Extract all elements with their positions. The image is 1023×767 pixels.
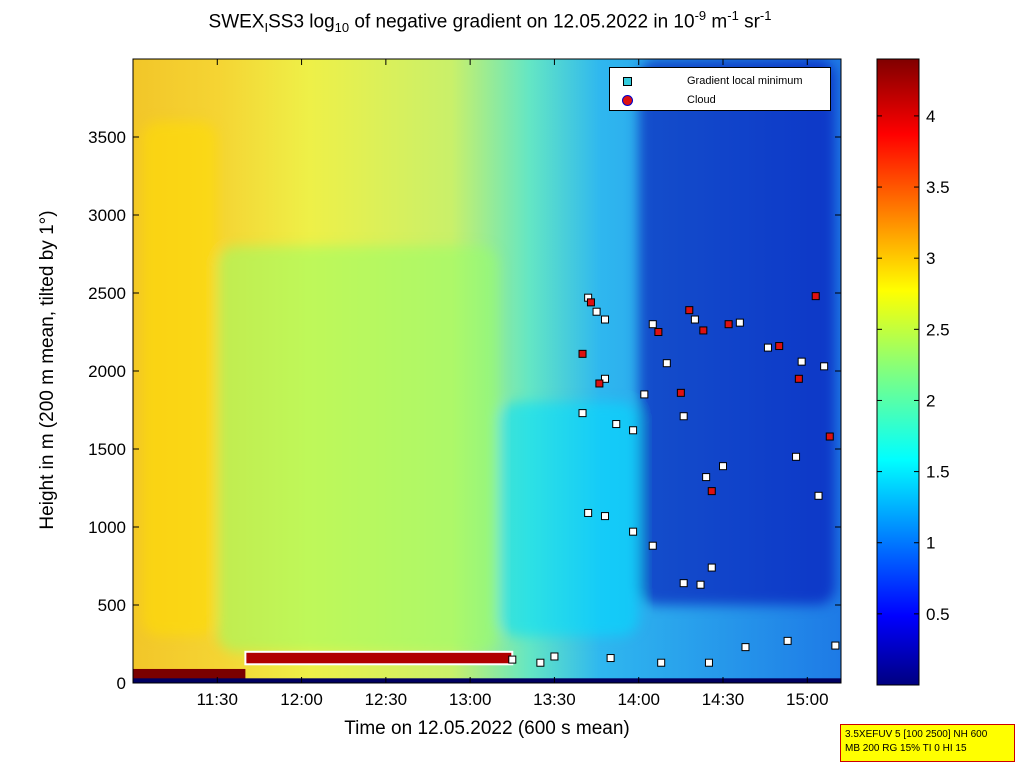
cloud-marker bbox=[595, 379, 604, 388]
gradient-minimum-marker bbox=[763, 343, 772, 352]
legend-item-cloud: Cloud bbox=[620, 92, 716, 108]
colorbar-tick-label: 1.5 bbox=[926, 463, 950, 482]
gradient-minimum-marker bbox=[612, 420, 621, 429]
colorbar-tick-label: 2.5 bbox=[926, 320, 950, 339]
gradient-minimum-marker bbox=[792, 452, 801, 461]
gradient-minimum-marker bbox=[783, 636, 792, 645]
x-tick-label: 15:00 bbox=[786, 690, 829, 709]
heatmap-region bbox=[638, 59, 836, 605]
colorbar-tick-label: 0.5 bbox=[926, 605, 950, 624]
heatmap-field bbox=[133, 59, 841, 683]
y-tick-label: 3500 bbox=[88, 128, 126, 147]
x-tick-label: 14:30 bbox=[702, 690, 745, 709]
cloud-marker bbox=[707, 487, 716, 496]
gradient-minimum-marker bbox=[814, 491, 823, 500]
gradient-minimum-marker bbox=[584, 508, 593, 517]
legend: Gradient local minimum Cloud bbox=[609, 67, 831, 111]
colorbar-tick-label: 3.5 bbox=[926, 178, 950, 197]
info-box: 3.5XEFUV 5 [100 2500] NH 600 MB 200 RG 1… bbox=[840, 724, 1015, 762]
gradient-minimum-marker bbox=[702, 473, 711, 482]
gradient-minimum-marker bbox=[606, 654, 615, 663]
square-marker-icon bbox=[623, 76, 632, 86]
gradient-minimum-marker bbox=[707, 563, 716, 572]
cloud-marker bbox=[578, 349, 587, 358]
y-tick-label: 500 bbox=[98, 596, 126, 615]
gradient-minimum-marker bbox=[662, 359, 671, 368]
heatmap-region bbox=[217, 246, 499, 652]
gradient-minimum-marker bbox=[648, 541, 657, 550]
marker-layer bbox=[508, 292, 840, 667]
legend-label: Gradient local minimum bbox=[687, 75, 803, 87]
gradient-minimum-marker bbox=[696, 580, 705, 589]
gradient-minimum-marker bbox=[629, 426, 638, 435]
cloud-marker bbox=[825, 432, 834, 441]
colorbar bbox=[876, 58, 920, 686]
gradient-minimum-marker bbox=[550, 652, 559, 661]
x-tick-label: 14:00 bbox=[617, 690, 660, 709]
cloud-marker bbox=[775, 342, 784, 351]
cloud-marker bbox=[724, 320, 733, 329]
circle-marker-icon bbox=[622, 94, 633, 106]
gradient-minimum-marker bbox=[657, 658, 666, 667]
y-tick-label: 1000 bbox=[88, 518, 126, 537]
gradient-minimum-marker bbox=[592, 307, 601, 316]
legend-label: Cloud bbox=[687, 94, 716, 106]
y-tick-label: 2000 bbox=[88, 362, 126, 381]
gradient-minimum-marker bbox=[601, 315, 609, 324]
cloud-marker bbox=[811, 292, 820, 301]
surface-band bbox=[133, 678, 841, 683]
cloud-marker bbox=[676, 388, 685, 397]
x-tick-label: 13:00 bbox=[449, 690, 492, 709]
y-axis-label: Height in m (200 m mean, tilted by 1°) bbox=[37, 210, 58, 530]
gradient-minimum-marker bbox=[508, 655, 517, 664]
gradient-minimum-marker bbox=[704, 658, 713, 667]
gradient-minimum-marker bbox=[578, 409, 587, 418]
cloud-marker bbox=[685, 306, 694, 315]
gradient-minimum-marker bbox=[648, 320, 657, 329]
gradient-minimum-marker bbox=[601, 374, 609, 383]
gradient-minimum-marker bbox=[679, 579, 688, 588]
gradient-minimum-marker bbox=[629, 527, 638, 536]
legend-item-minimum: Gradient local minimum bbox=[620, 73, 803, 89]
heatmap-region bbox=[498, 402, 639, 637]
info-line: 3.5XEFUV 5 [100 2500] NH 600 bbox=[845, 729, 988, 740]
x-tick-label: 12:30 bbox=[365, 690, 408, 709]
y-tick-label: 1500 bbox=[88, 440, 126, 459]
gradient-minimum-marker bbox=[640, 390, 649, 399]
chart-title: SWEXISS3 log10 of negative gradient on 1… bbox=[208, 8, 772, 36]
gradient-minimum-marker bbox=[719, 462, 727, 471]
colorbar-tick-label: 2 bbox=[926, 391, 935, 410]
x-axis-label: Time on 12.05.2022 (600 s mean) bbox=[344, 718, 630, 739]
heatmap-region bbox=[141, 121, 218, 637]
y-tick-label: 0 bbox=[117, 674, 126, 693]
cloud-marker bbox=[794, 374, 803, 383]
gradient-minimum-marker bbox=[831, 641, 840, 650]
gradient-minimum-marker bbox=[735, 318, 744, 327]
gradient-minimum-marker bbox=[690, 315, 699, 324]
gradient-minimum-marker bbox=[601, 512, 609, 521]
x-tick-label: 12:00 bbox=[280, 690, 323, 709]
colorbar-axis: 0.5 1 1.5 2 2.5 3 3.5 4 bbox=[877, 107, 950, 624]
surface-band bbox=[244, 650, 514, 666]
colorbar-tick-label: 4 bbox=[926, 107, 935, 126]
cloud-marker bbox=[654, 328, 663, 336]
gradient-minimum-marker bbox=[679, 412, 688, 421]
cloud-marker bbox=[586, 298, 595, 307]
y-tick-label: 3000 bbox=[88, 206, 126, 225]
info-line: MB 200 RG 15% TI 0 HI 15 bbox=[845, 743, 967, 754]
cloud-marker bbox=[699, 326, 708, 335]
x-tick-label: 13:30 bbox=[533, 690, 576, 709]
colorbar-tick-label: 1 bbox=[926, 534, 935, 553]
gradient-minimum-marker bbox=[797, 357, 806, 366]
y-tick-label: 2500 bbox=[88, 284, 126, 303]
gradient-minimum-marker bbox=[741, 643, 750, 652]
gradient-minimum-marker bbox=[820, 362, 829, 371]
x-tick-label: 11:30 bbox=[197, 690, 238, 709]
gradient-minimum-marker bbox=[536, 658, 545, 667]
colorbar-tick-label: 3 bbox=[926, 249, 935, 268]
x-axis: 11:30 12:00 12:30 13:00 13:30 14:00 14:30 15:00 bbox=[197, 59, 829, 709]
y-axis: 0 500 1000 1500 2000 2500 3000 3500 bbox=[88, 128, 841, 693]
